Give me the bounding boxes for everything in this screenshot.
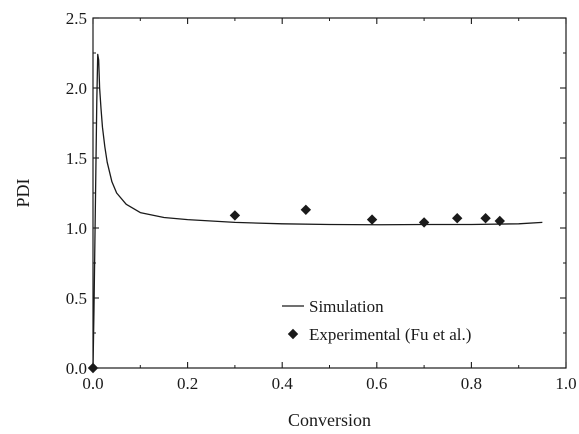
experimental-point bbox=[494, 215, 505, 227]
legend-label-simulation: Simulation bbox=[309, 297, 384, 316]
y-tick-label: 2.5 bbox=[66, 9, 87, 28]
experimental-point bbox=[229, 210, 241, 221]
y-tick-label: 0.5 bbox=[66, 289, 87, 308]
axis-tick-labels: 0.0 0.2 0.4 0.6 0.8 1.0 0.0 0.5 1.0 1.5 2.0 2.5 bbox=[66, 9, 577, 393]
axis-ticks bbox=[92, 17, 567, 369]
x-axis-title: Conversion bbox=[288, 410, 371, 430]
experimental-point bbox=[480, 213, 491, 224]
y-axis-title: PDI bbox=[13, 178, 33, 207]
simulation-line bbox=[92, 53, 543, 369]
y-tick-label: 0.0 bbox=[66, 359, 87, 378]
x-tick-label: 0.4 bbox=[272, 374, 294, 393]
experimental-point bbox=[418, 217, 430, 228]
x-tick-label: 0.8 bbox=[461, 374, 482, 393]
legend-diamond-swatch bbox=[287, 328, 299, 340]
y-tick-label: 2.0 bbox=[66, 79, 87, 98]
x-tick-label: 0.6 bbox=[366, 374, 387, 393]
experimental-point bbox=[87, 362, 99, 374]
legend: Simulation Experimental (Fu et al.) bbox=[282, 297, 471, 344]
series-layer bbox=[87, 53, 543, 374]
experimental-point bbox=[366, 214, 378, 225]
y-tick-label: 1.5 bbox=[66, 149, 87, 168]
experimental-point bbox=[300, 204, 312, 215]
x-tick-label: 1.0 bbox=[555, 374, 576, 393]
experimental-point bbox=[452, 213, 463, 224]
y-tick-label: 1.0 bbox=[66, 219, 87, 238]
x-tick-label: 0.2 bbox=[177, 374, 198, 393]
x-tick-label: 0.0 bbox=[82, 374, 103, 393]
legend-label-experimental: Experimental (Fu et al.) bbox=[309, 325, 471, 344]
